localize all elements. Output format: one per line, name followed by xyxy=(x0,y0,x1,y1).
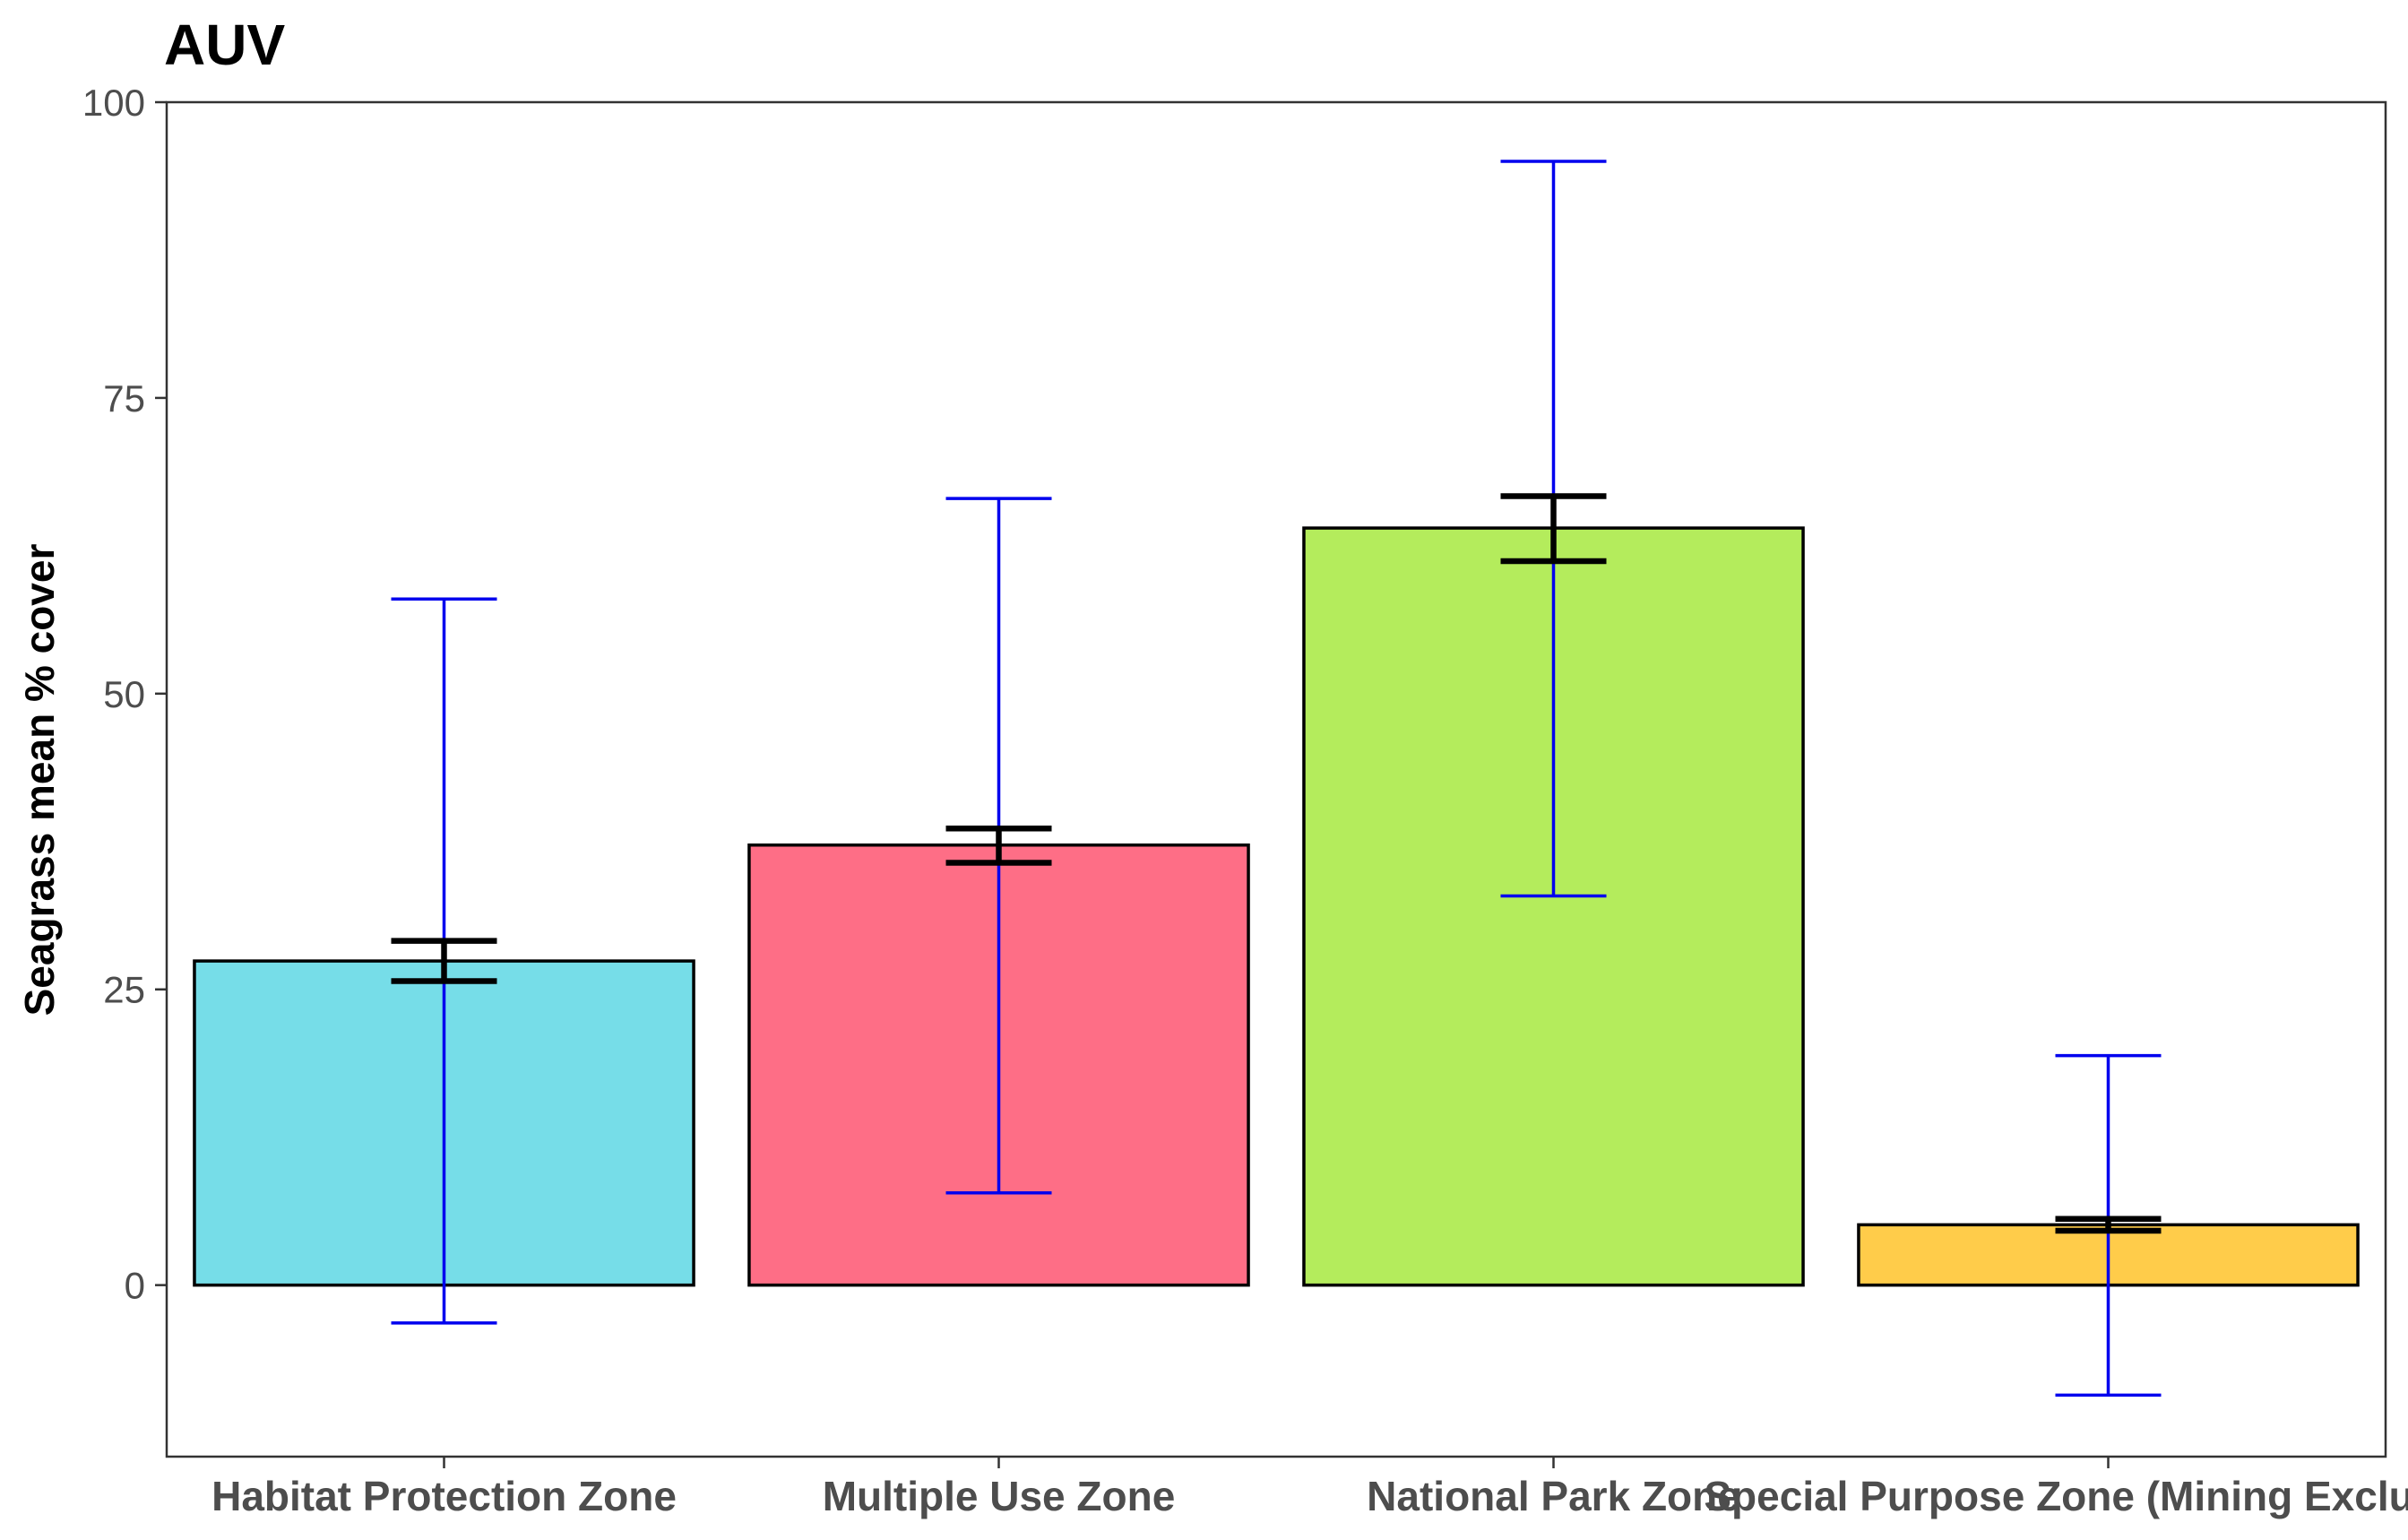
x-tick-label: National Park Zone xyxy=(1367,1473,1740,1519)
se-error-bar-1 xyxy=(391,938,497,984)
y-axis-label: Seagrass mean % cover xyxy=(16,544,63,1017)
se-error-bar-2 xyxy=(945,826,1052,866)
y-tick-label: 25 xyxy=(103,969,145,1011)
chart-title: AUV xyxy=(164,13,285,77)
y-tick-label: 0 xyxy=(125,1265,145,1307)
bars xyxy=(193,526,2360,1287)
x-axis: Habitat Protection Zone Multiple Use Zone… xyxy=(211,1457,2408,1519)
plot-panel-border xyxy=(165,100,2387,1458)
y-tick-label: 50 xyxy=(103,673,145,715)
x-tick-label: Multiple Use Zone xyxy=(823,1473,1176,1519)
x-tick-label: Habitat Protection Zone xyxy=(211,1473,677,1519)
se-error-bars xyxy=(391,493,2162,1234)
y-tick-label: 75 xyxy=(103,377,145,420)
sd-error-bars xyxy=(391,160,2162,1397)
x-tick-label: Special Purpose Zone (Mining Exclusion) xyxy=(1704,1473,2408,1519)
y-axis: 0 25 50 75 100 xyxy=(82,82,167,1307)
se-error-bar-4 xyxy=(2055,1216,2162,1234)
y-tick-label: 100 xyxy=(82,82,145,124)
se-error-bar-3 xyxy=(1500,493,1607,565)
